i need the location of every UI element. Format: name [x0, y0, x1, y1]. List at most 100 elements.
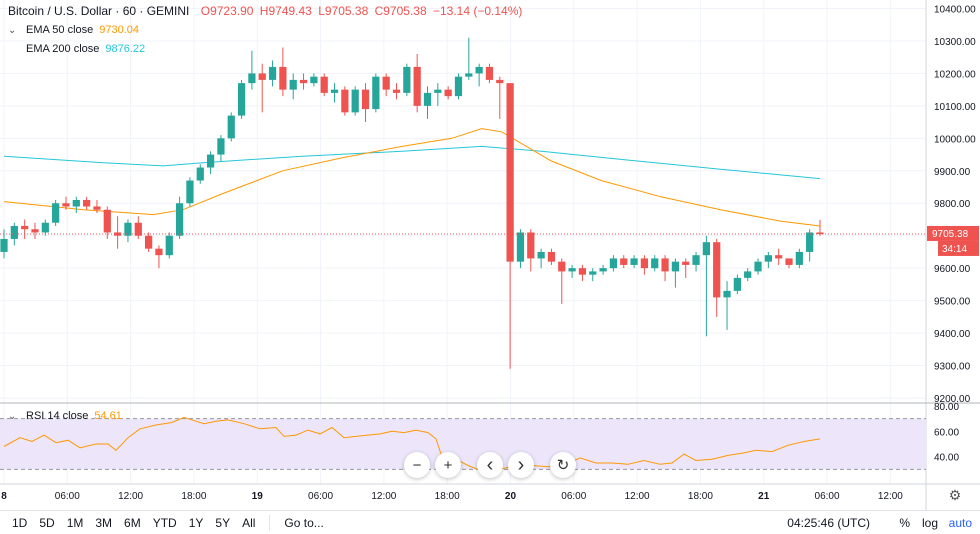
time-tick-label: 12:00: [878, 491, 903, 502]
rsi-value: 54.61: [94, 410, 122, 422]
candle-body: [237, 83, 246, 116]
candle-body: [62, 203, 70, 207]
candle-body: [775, 255, 783, 259]
candle-body: [723, 290, 731, 298]
candle-body: [372, 76, 380, 110]
candle-body: [547, 251, 556, 262]
timeframe-5d[interactable]: 5D: [39, 515, 55, 530]
scroll-forward-button[interactable]: ›: [508, 452, 534, 478]
rsi-label: RSI 14 close: [26, 410, 89, 422]
timeframe-1d[interactable]: 1D: [12, 515, 28, 530]
candle-body: [0, 238, 8, 252]
timeframe-1m[interactable]: 1M: [66, 515, 84, 530]
candle-body: [671, 261, 680, 272]
utc-clock[interactable]: 04:25:46 (UTC): [787, 516, 870, 530]
candle-body: [537, 251, 545, 259]
time-tick-label: 19: [252, 491, 264, 502]
candle-body: [124, 222, 132, 236]
rsi-tick-label: 40.00: [934, 453, 959, 464]
time-tick-label: 21: [758, 491, 770, 502]
candle-body: [754, 261, 762, 272]
candle-body: [52, 203, 60, 223]
time-tick-label: 06:00: [55, 491, 80, 502]
time-tick-label: 06:00: [308, 491, 333, 502]
candle-body: [764, 255, 772, 262]
price-tick-label: 10100.00: [934, 102, 976, 113]
timeframe-all[interactable]: All: [242, 515, 256, 530]
candle-body: [310, 76, 318, 84]
candle-body: [506, 83, 514, 262]
timeframe-1y[interactable]: 1Y: [188, 515, 204, 530]
candle-body: [816, 232, 824, 235]
price-tick-label: 9400.00: [934, 329, 971, 340]
price-tick-label: 9200.00: [934, 394, 971, 405]
candle-body: [589, 271, 597, 275]
rsi-legend[interactable]: ⌄ RSI 14 close 54.61: [8, 410, 122, 422]
candle-body: [392, 89, 401, 93]
candle-body: [465, 73, 473, 77]
toolbar-divider: [269, 514, 271, 531]
zoom-out-button[interactable]: −: [404, 452, 430, 478]
time-tick-label: 12:00: [625, 491, 650, 502]
ema50-line: [3, 128, 821, 227]
price-tick-label: 10000.00: [934, 134, 976, 145]
candle-body: [444, 89, 452, 97]
candle-body: [299, 79, 308, 84]
candle-body: [785, 258, 793, 265]
timeframe-5y[interactable]: 5Y: [215, 515, 231, 530]
candle-body: [578, 268, 587, 275]
candle-body: [134, 222, 142, 236]
timeframe-ytd[interactable]: YTD: [152, 515, 177, 530]
gear-icon[interactable]: ⚙: [949, 487, 962, 503]
timeframe-6m[interactable]: 6M: [124, 515, 141, 530]
chevron-down-icon[interactable]: ⌄: [8, 24, 17, 36]
goto-button[interactable]: Go to...: [284, 515, 324, 530]
candle-body: [630, 258, 638, 265]
candle-body: [702, 242, 710, 256]
percent-scale-button[interactable]: %: [899, 516, 910, 530]
price-tick-label: 10300.00: [934, 37, 976, 48]
candle-body: [558, 261, 566, 272]
ema200-label: EMA 200 close: [26, 43, 100, 55]
candle-body: [568, 268, 576, 272]
low-value: L9705.38: [318, 4, 369, 18]
candle-body: [268, 66, 277, 80]
zoom-in-button[interactable]: +: [435, 452, 461, 478]
ohlc-values: O9723.90 H9749.43 L9705.38 C9705.38 −13.…: [201, 4, 526, 18]
candle-body: [527, 232, 535, 259]
auto-scale-button[interactable]: auto: [948, 516, 972, 530]
candle-body: [83, 200, 91, 207]
ema50-label: EMA 50 close: [26, 24, 94, 36]
candle-body: [609, 258, 618, 269]
log-scale-button[interactable]: log: [921, 516, 938, 530]
ema200-legend[interactable]: EMA 200 close 9876.22: [26, 43, 145, 55]
reset-chart-button[interactable]: ↻: [550, 452, 576, 478]
ema50-legend[interactable]: ⌄ EMA 50 close 9730.04: [8, 24, 139, 36]
candle-body: [175, 203, 184, 236]
open-value: O9723.90: [200, 4, 254, 18]
candle-body: [72, 200, 80, 207]
candle-body: [496, 79, 504, 84]
time-tick-label: 06:00: [815, 491, 840, 502]
candle-body: [258, 73, 266, 80]
price-tick-label: 9900.00: [934, 167, 971, 178]
rsi-tick-label: 80.00: [934, 402, 959, 413]
candle-body: [320, 76, 328, 93]
price-tick-label: 10200.00: [934, 69, 976, 80]
close-value: C9705.38: [374, 4, 427, 18]
candle-body: [279, 66, 287, 90]
scroll-back-button[interactable]: ‹: [477, 452, 503, 478]
price-tick-label: 10400.00: [934, 4, 976, 15]
chevron-down-icon[interactable]: ⌄: [8, 410, 17, 422]
candle-body: [21, 225, 29, 230]
candle-body: [361, 89, 370, 110]
candle-body: [516, 232, 525, 262]
countdown-label: 34:14: [942, 244, 967, 255]
time-tick-label: 06:00: [561, 491, 586, 502]
candle-body: [10, 225, 18, 239]
candle-body: [206, 154, 215, 168]
timeframe-3m[interactable]: 3M: [95, 515, 113, 530]
candle-body: [795, 251, 803, 265]
